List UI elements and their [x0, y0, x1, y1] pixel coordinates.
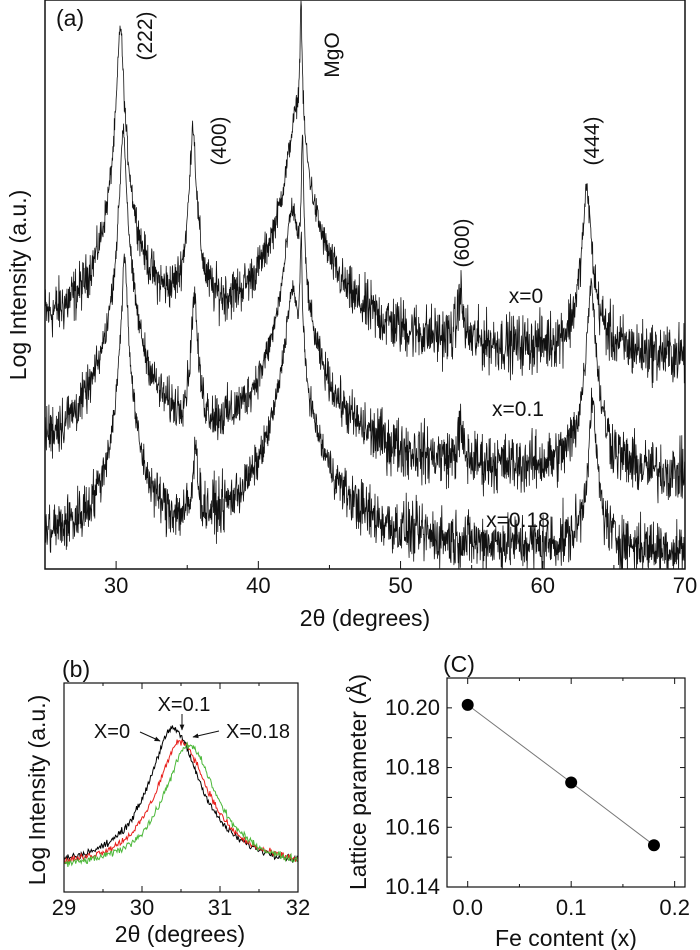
- xrd-series-0: [45, 0, 685, 389]
- y-axis-label-c: Lattice parameter (Å): [344, 674, 371, 890]
- xrd-curves: [45, 0, 685, 569]
- peak-label-444: (444): [581, 116, 604, 165]
- x-tick-label: 60: [531, 573, 555, 598]
- x-axis-label-b: 2θ (degrees): [115, 921, 245, 947]
- peak-label-400: (400): [208, 116, 231, 165]
- panel-label-a: (a): [56, 5, 84, 31]
- data-point: [565, 776, 578, 789]
- peak-label-mgo: MgO: [321, 32, 344, 78]
- y-tick-label: 10.20: [385, 695, 440, 720]
- xrd-series-1: [45, 123, 685, 504]
- plot-frame-c: [446, 677, 686, 888]
- arrow-x018: [192, 730, 220, 739]
- legend-x0: X=0: [94, 721, 130, 743]
- y-tick-label: 10.16: [385, 814, 440, 839]
- legend-x018: X=0.18: [226, 721, 290, 743]
- xrd-series-2: [45, 231, 685, 569]
- peak-label-222: (222): [134, 11, 157, 60]
- x-tick-label: 30: [104, 573, 128, 598]
- arrow-x0: [139, 731, 161, 742]
- panel-b: 29 30 31 32 (b) Log Intensity (a.u.) 2θ (de…: [24, 656, 310, 947]
- data-point: [647, 839, 660, 852]
- panel-label-b: (b): [62, 656, 90, 682]
- data-point: [461, 698, 474, 711]
- zoom-series-2: [64, 741, 298, 867]
- zoom-series-1: [64, 739, 298, 865]
- legend-x01: X=0.1: [158, 694, 211, 716]
- y-tick-label: 10.18: [385, 755, 440, 780]
- y-tick-label: 10.14: [385, 874, 440, 899]
- series-label-x0: x=0: [509, 285, 543, 308]
- x-axis-label-a: 2θ (degrees): [300, 605, 430, 631]
- x-tick-label: 0.1: [556, 895, 587, 920]
- x-ticks-b: 29 30 31 32: [52, 683, 310, 920]
- y-axis-label-b: Log Intensity (a.u.): [24, 695, 50, 886]
- peak-label-600: (600): [451, 218, 474, 267]
- x-tick-label: 50: [388, 573, 412, 598]
- series-label-x01: x=0.1: [492, 398, 544, 421]
- plot-frame-a: [44, 0, 686, 570]
- lattice-points: [461, 698, 660, 852]
- x-tick-label: 40: [246, 573, 270, 598]
- y-axis-label-a: Log Intensity (a.u.): [5, 190, 31, 381]
- zoom-curves: [64, 725, 298, 867]
- x-tick-label: 32: [286, 895, 310, 920]
- series-label-x018: x=0.18: [486, 509, 550, 532]
- x-tick-label: 30: [130, 895, 154, 920]
- x-tick-label: 31: [208, 895, 232, 920]
- panel-a: 30 40 50 60 70 (a) Log Intensity (a.u.) 2θ (…: [5, 0, 697, 631]
- panel-label-c: (C): [443, 651, 475, 677]
- x-tick-label: 29: [52, 895, 76, 920]
- x-tick-label: 70: [673, 573, 697, 598]
- x-tick-label: 0.2: [659, 895, 690, 920]
- ticks-c: 0.0 0.1 0.2 10.14 10.16 10.18 10.20: [385, 677, 690, 920]
- x-tick-label: 0.0: [452, 895, 483, 920]
- x-ticks-a: 30 40 50 60 70: [44, 561, 697, 598]
- x-axis-label-c: Fe content (x): [495, 925, 637, 950]
- trend-line: [467, 704, 655, 846]
- panel-c: 0.0 0.1 0.2 10.14 10.16 10.18 10.20 (C) Lattic…: [344, 651, 690, 950]
- zoom-series-0: [64, 725, 298, 864]
